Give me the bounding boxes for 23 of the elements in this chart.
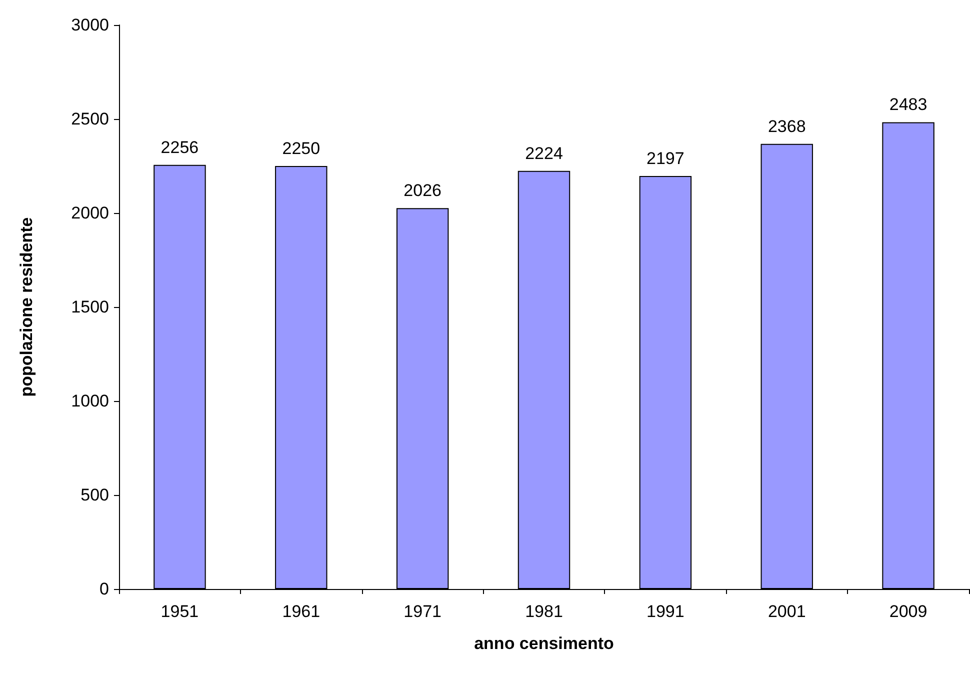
data-label: 2368 — [768, 116, 806, 136]
x-tick-label: 2009 — [889, 602, 928, 621]
x-axis-title: anno censimento — [474, 634, 614, 653]
y-tick-label: 0 — [100, 580, 109, 598]
y-tick-label: 500 — [80, 486, 109, 504]
data-label: 2483 — [889, 95, 928, 114]
x-tick-label: 1951 — [160, 602, 199, 621]
x-tick-label: 2001 — [768, 602, 806, 621]
x-tick-label: 1991 — [646, 602, 684, 621]
data-label: 2026 — [404, 181, 442, 200]
y-tick-label: 1500 — [71, 298, 109, 316]
x-tick-label: 1971 — [404, 602, 442, 621]
y-axis-title: popolazione residente — [17, 217, 36, 397]
y-tick-label: 3000 — [71, 16, 109, 34]
data-label: 2250 — [282, 139, 320, 158]
y-tick-label: 2000 — [71, 204, 109, 222]
data-label: 2197 — [646, 148, 684, 168]
y-tick-label: 1000 — [71, 392, 109, 410]
data-label: 2256 — [160, 138, 199, 157]
x-tick-label: 1981 — [525, 602, 563, 621]
data-label: 2224 — [525, 144, 563, 163]
y-tick-label: 2500 — [71, 110, 109, 128]
x-tick-label: 1961 — [282, 602, 320, 621]
